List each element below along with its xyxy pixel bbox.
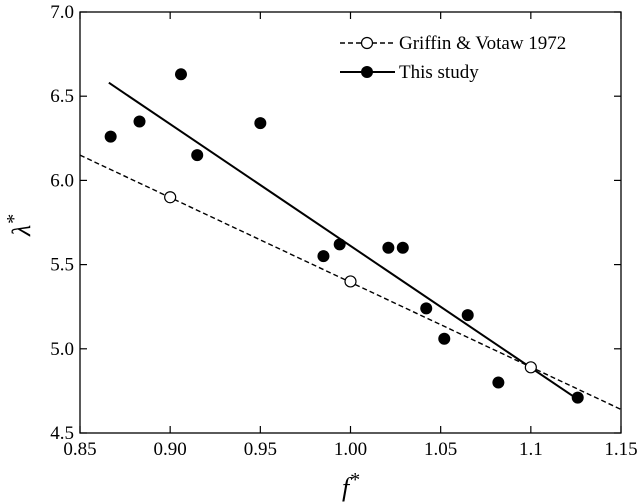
data-points <box>104 68 584 404</box>
x-axis-label: f <box>342 473 353 502</box>
legend: Griffin & Votaw 1972 This study <box>340 33 566 83</box>
point-this-study <box>396 241 409 254</box>
y-tick-label: 6.5 <box>50 86 74 107</box>
x-axis-label-sup: * <box>349 469 359 491</box>
tick-labels: 0.85 0.90 0.95 1.00 1.05 1.1 1.15 4.5 5.0 5.5 6.0 6… <box>50 2 637 460</box>
x-tick-label: 1.00 <box>334 439 367 460</box>
point-griffin-votaw <box>524 361 537 374</box>
y-tick-label: 5.5 <box>50 255 74 276</box>
point-this-study <box>461 309 474 322</box>
legend-marker-this-study <box>361 66 373 78</box>
x-tick-label: 0.85 <box>63 439 96 460</box>
x-tick-label: 1.1 <box>519 439 543 460</box>
y-tick-label: 5.0 <box>50 339 74 360</box>
x-tick-label: 0.95 <box>244 439 277 460</box>
point-this-study <box>420 302 433 315</box>
x-tick-label: 1.15 <box>604 439 637 460</box>
y-tick-label: 6.0 <box>50 170 74 191</box>
point-griffin-votaw <box>164 191 177 204</box>
y-axis-label-sup: * <box>3 215 25 225</box>
point-this-study <box>492 376 505 389</box>
legend-label-this-study: This study <box>399 62 479 83</box>
x-tick-label: 1.05 <box>424 439 457 460</box>
point-this-study <box>104 130 117 143</box>
y-axis-title: λ* <box>3 215 36 237</box>
point-this-study <box>174 68 187 81</box>
point-this-study <box>333 238 346 251</box>
x-axis-title: f* <box>342 469 359 502</box>
point-this-study <box>317 250 330 263</box>
point-this-study <box>254 117 267 130</box>
y-axis-label: λ <box>7 225 36 237</box>
fit-lines <box>79 81 622 411</box>
point-this-study <box>438 332 451 345</box>
y-tick-label: 7.0 <box>50 2 74 23</box>
point-this-study <box>571 391 584 404</box>
plot-frame <box>79 11 622 434</box>
x-tick-label: 0.90 <box>154 439 187 460</box>
point-griffin-votaw <box>344 275 357 288</box>
legend-marker-griffin <box>360 36 374 50</box>
point-this-study <box>191 149 204 162</box>
axis-ticks <box>79 11 622 434</box>
legend-label-griffin: Griffin & Votaw 1972 <box>399 33 566 54</box>
point-this-study <box>382 241 395 254</box>
y-tick-label: 4.5 <box>50 423 74 444</box>
point-this-study <box>133 115 146 128</box>
